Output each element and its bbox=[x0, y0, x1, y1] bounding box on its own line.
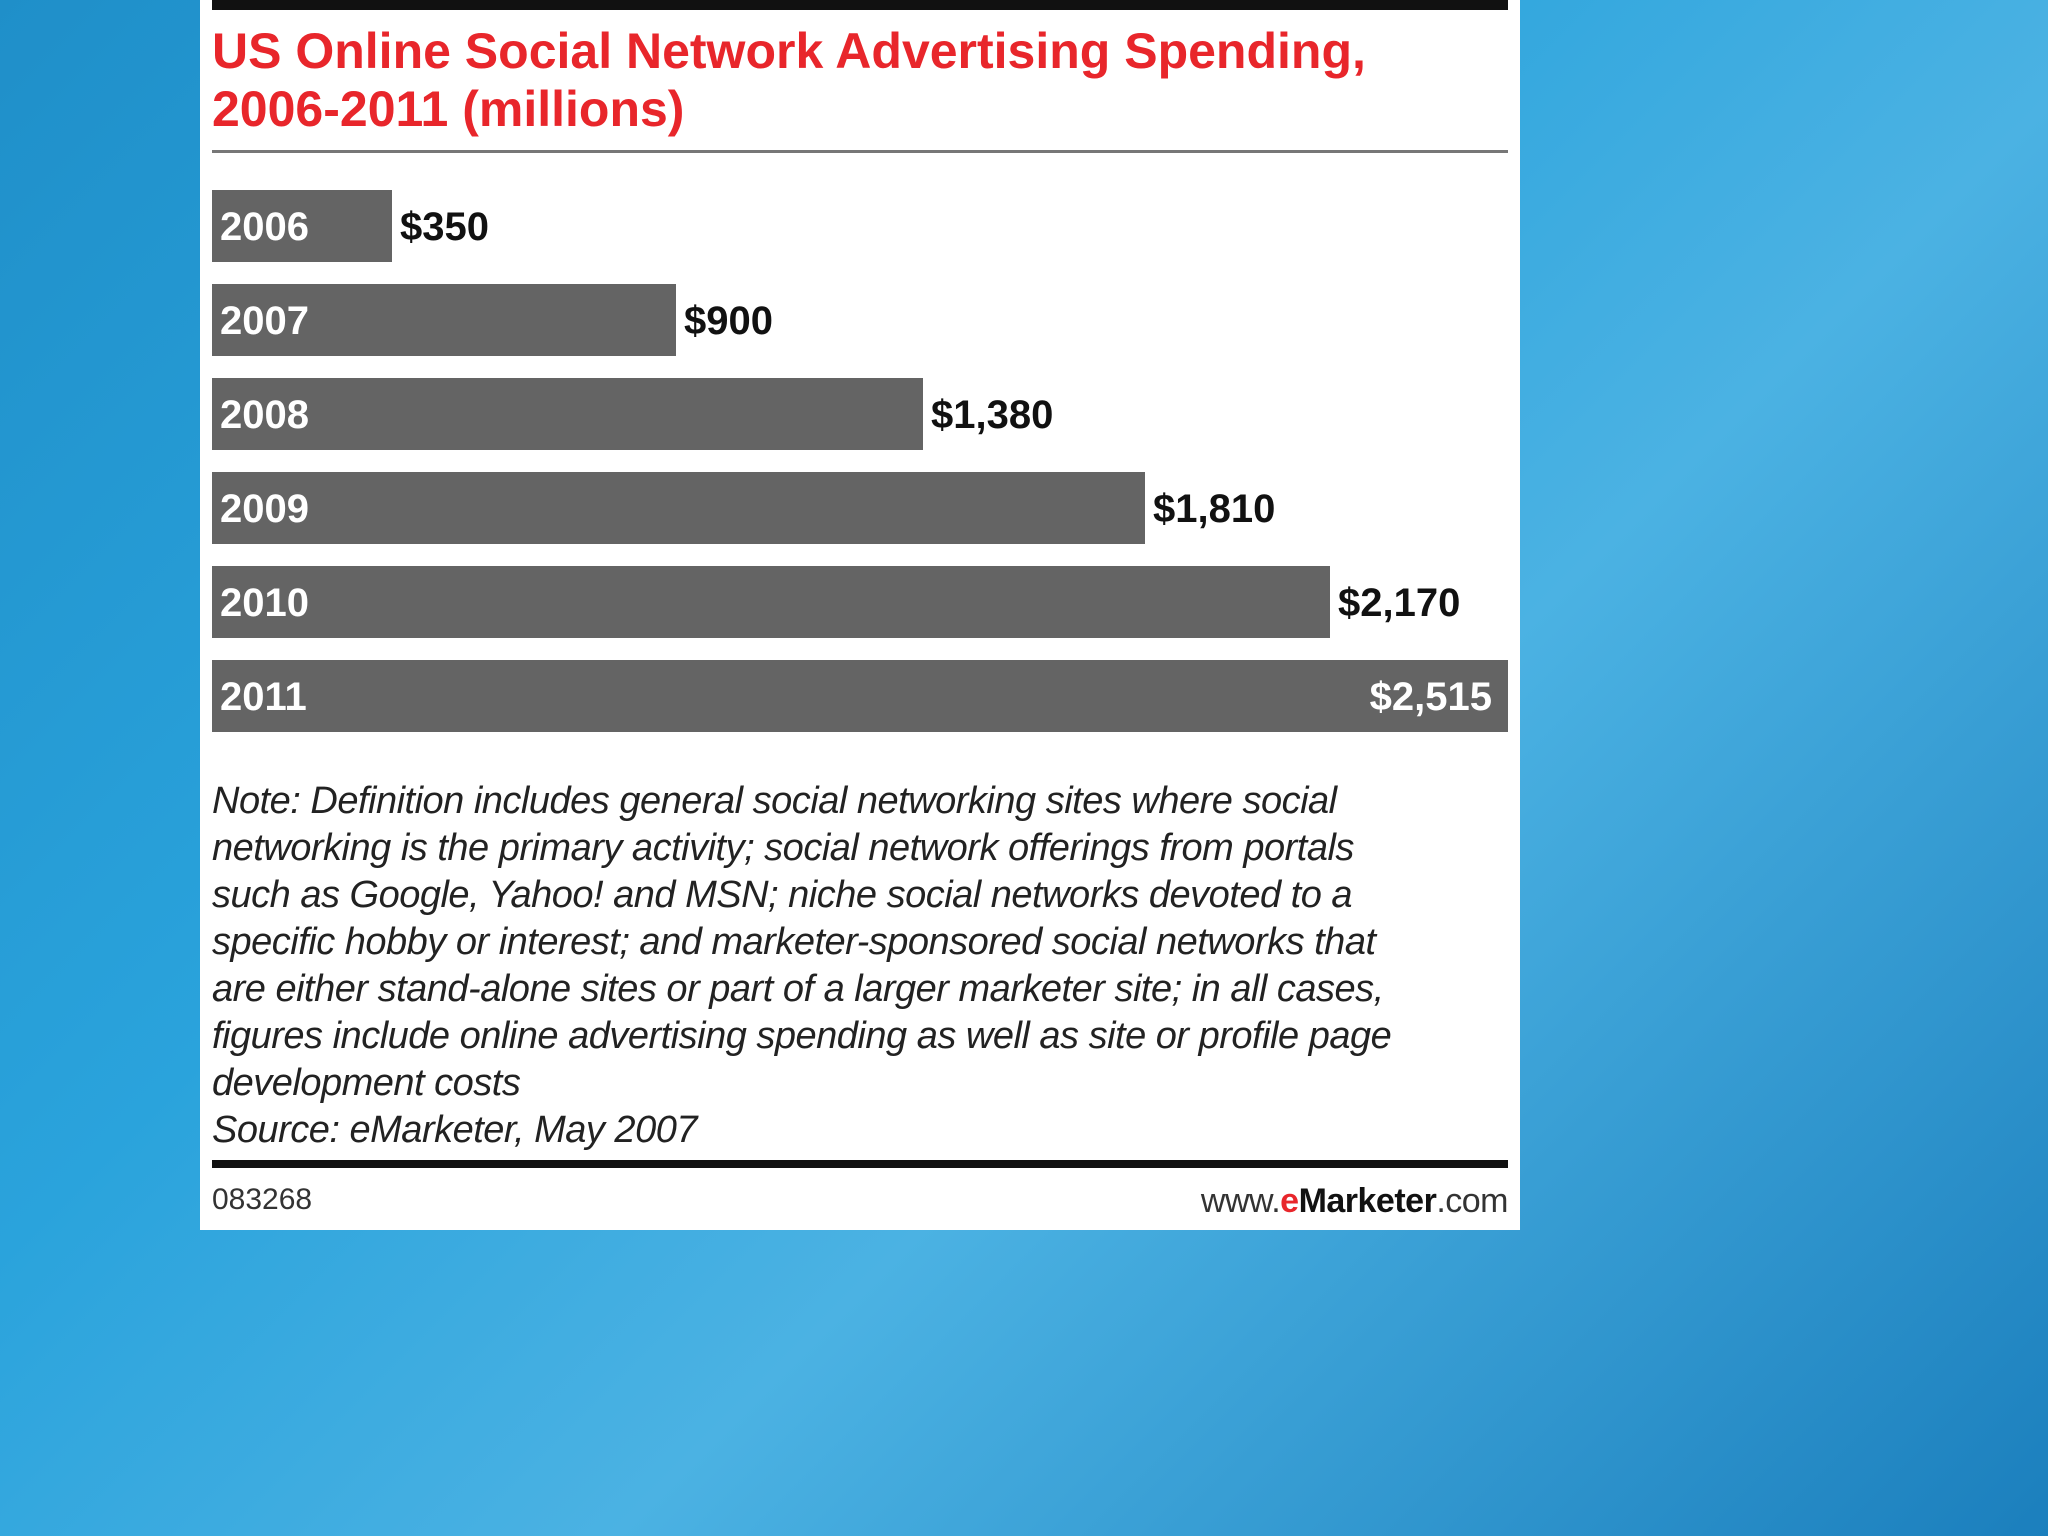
site-suffix: .com bbox=[1436, 1182, 1508, 1220]
bar-2009 bbox=[212, 472, 1145, 544]
source-line: Source: eMarketer, May 2007 bbox=[212, 1109, 697, 1151]
bar-chart-svg: 2006 $350 2007 $900 2008 $1,380 2009 $1,810 2010… bbox=[212, 190, 1508, 732]
bar-2008 bbox=[212, 378, 923, 450]
chart-id: 083268 bbox=[212, 1183, 313, 1216]
note-line: Note: Definition includes general social… bbox=[212, 780, 1337, 822]
note-line: development costs bbox=[212, 1062, 521, 1104]
site-brand-e: e bbox=[1280, 1182, 1299, 1220]
note-line: are either stand-alone sites or part of … bbox=[212, 968, 1384, 1010]
bar-2006 bbox=[212, 190, 392, 262]
value-label: $2,170 bbox=[1338, 581, 1460, 625]
category-label: 2008 bbox=[220, 393, 309, 437]
chart-panel: US Online Social Network Advertising Spe… bbox=[200, 0, 1520, 1230]
note-line: networking is the primary activity; soci… bbox=[212, 827, 1354, 869]
value-label: $900 bbox=[684, 299, 773, 343]
title-line-2: 2006-2011 (millions) bbox=[212, 81, 685, 137]
note-line: figures include online advertising spend… bbox=[212, 1015, 1392, 1057]
category-label: 2006 bbox=[220, 205, 309, 249]
value-label: $1,810 bbox=[1153, 487, 1275, 531]
title-rule bbox=[212, 150, 1508, 153]
note-line: specific hobby or interest; and marketer… bbox=[212, 921, 1376, 963]
category-label: 2010 bbox=[220, 581, 309, 625]
bottom-rule bbox=[212, 1160, 1508, 1168]
chart-title: US Online Social Network Advertising Spe… bbox=[212, 22, 1412, 138]
chart-note: Note: Definition includes general social… bbox=[212, 778, 1502, 1154]
category-label: 2011 bbox=[220, 675, 307, 719]
value-label: $350 bbox=[400, 205, 489, 249]
bar-2011 bbox=[212, 660, 1508, 732]
bar-chart: 2006 $350 2007 $900 2008 $1,380 2009 $1,810 2010… bbox=[212, 190, 1508, 740]
bar-2010 bbox=[212, 566, 1330, 638]
title-line-1: US Online Social Network Advertising Spe… bbox=[212, 23, 1366, 79]
note-line: such as Google, Yahoo! and MSN; niche so… bbox=[212, 874, 1353, 916]
top-rule bbox=[212, 0, 1508, 10]
value-label: $1,380 bbox=[931, 393, 1053, 437]
bar-2007 bbox=[212, 284, 676, 356]
category-label: 2007 bbox=[220, 299, 309, 343]
site-prefix: www. bbox=[1200, 1182, 1281, 1220]
site-brand-name: Marketer bbox=[1298, 1182, 1437, 1220]
value-label: $2,515 bbox=[1370, 675, 1492, 719]
note-lines: Note: Definition includes general social… bbox=[212, 778, 1502, 1107]
category-label: 2009 bbox=[220, 487, 309, 531]
emarketer-site-link[interactable]: www.eMarketer.com bbox=[1200, 1182, 1509, 1221]
